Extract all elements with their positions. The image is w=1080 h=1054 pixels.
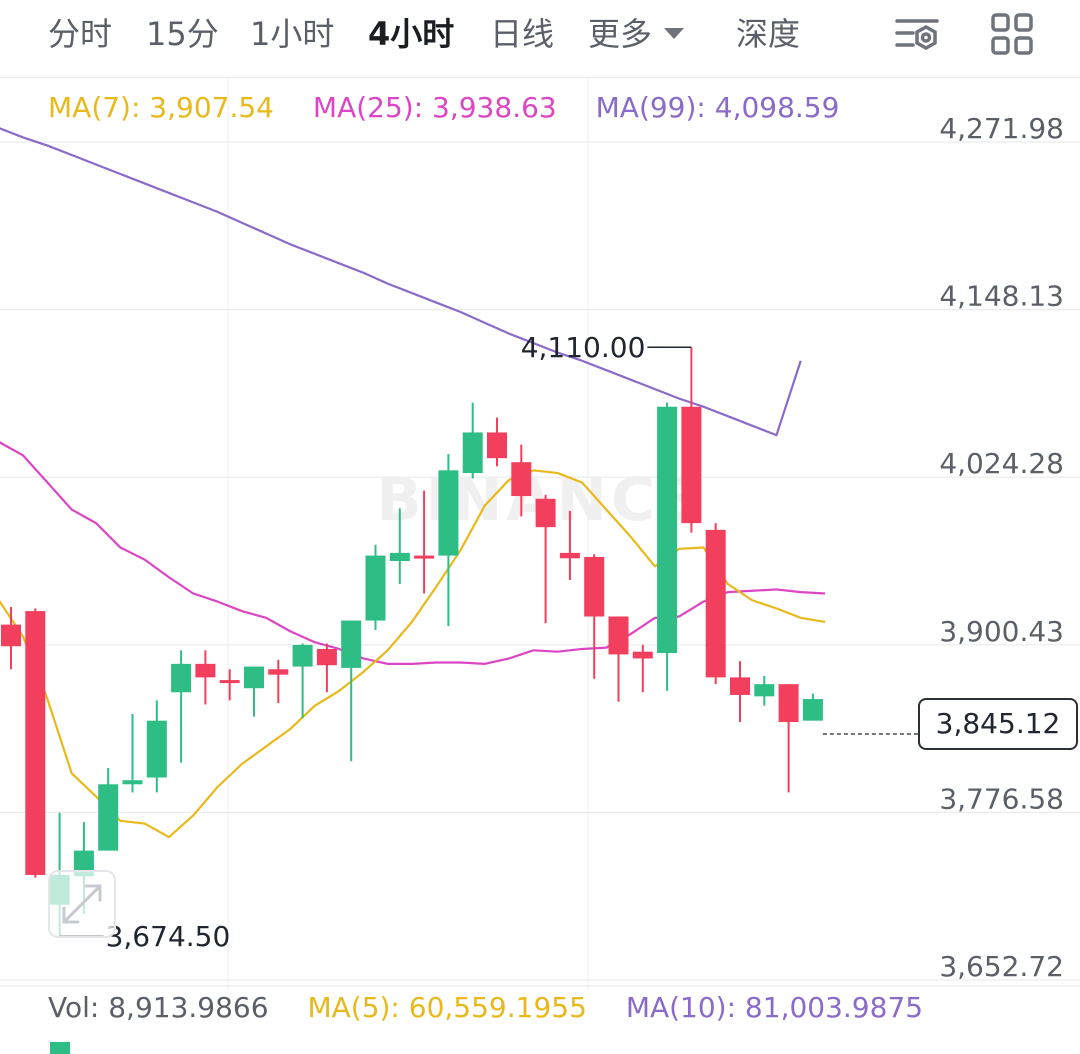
candle-down (535, 498, 556, 528)
tab-daily[interactable]: 日线 (490, 15, 555, 53)
tab-more-dropdown[interactable]: 更多 (588, 12, 685, 56)
candle-up (73, 850, 94, 877)
candle-down (316, 648, 337, 666)
indicator-settings-icon[interactable] (893, 12, 941, 58)
candle-up (657, 406, 678, 654)
candle-up (98, 784, 119, 851)
candle-down (730, 677, 750, 695)
candle-down (681, 406, 702, 524)
high-price-label: 4,110.00 (521, 331, 646, 364)
ma25-legend: MA(25): 3,938.63 (312, 91, 557, 124)
candle-down (487, 432, 507, 459)
ma99-legend: MA(99): 4,098.59 (595, 91, 840, 124)
ma-legend: MA(7): 3,907.54 MA(25): 3,938.63 MA(99):… (48, 88, 869, 128)
candle-down (705, 529, 726, 678)
candle-down (559, 552, 580, 559)
candle-down (778, 684, 799, 723)
ma7-legend: MA(7): 3,907.54 (48, 91, 274, 124)
candle-up (244, 666, 264, 689)
volume-legend: Vol: 8,913.9866 MA(5): 60,559.1955 MA(10… (48, 988, 953, 1028)
layout-grid-icon[interactable] (988, 12, 1036, 58)
volume-bar (50, 1042, 70, 1054)
price-axis-label: 3,900.43 (939, 615, 1064, 648)
candle-down (414, 555, 435, 559)
expand-chart-button[interactable] (48, 870, 116, 938)
candle-up (341, 620, 362, 668)
candle-down (195, 663, 216, 678)
timeframe-tab-bar: 分时 15分 1小时 4小时 日线 更多 深度 (0, 0, 1080, 78)
low-price-label: 3,674.50 (106, 920, 231, 953)
candle-up (438, 470, 459, 556)
candle-down (511, 462, 532, 497)
candle-down (584, 556, 605, 617)
candle-down (608, 616, 629, 655)
candle-up (171, 663, 192, 693)
candle-down (219, 680, 240, 684)
candle-down (25, 611, 46, 875)
volume-value: Vol: 8,913.9866 (48, 991, 269, 1024)
volume-ma5: MA(5): 60,559.1955 (307, 991, 587, 1024)
price-axis-label: 3,776.58 (939, 782, 1064, 815)
tab-depth[interactable]: 深度 (736, 15, 801, 53)
price-axis-label: 4,271.98 (939, 112, 1064, 145)
candle-down (1, 624, 21, 647)
chevron-down-icon (664, 27, 685, 39)
candle-up (146, 720, 167, 778)
volume-ma10: MA(10): 81,003.9875 (625, 991, 924, 1024)
price-axis-label: 4,024.28 (939, 447, 1064, 480)
candle-up (122, 780, 143, 785)
tab-1hour[interactable]: 1小时 (250, 15, 335, 53)
price-axis-label: 3,652.72 (939, 950, 1064, 983)
tab-15min[interactable]: 15分 (146, 15, 219, 53)
ma25-line (0, 441, 826, 665)
candle-up (365, 555, 386, 621)
candle-up (802, 699, 823, 721)
candle-up (292, 644, 313, 667)
tab-timeline[interactable]: 分时 (48, 15, 113, 53)
candle-up (462, 432, 483, 474)
expand-icon (62, 884, 102, 924)
ma99-line (0, 127, 802, 437)
current-price-tag: 3,845.12 (918, 698, 1078, 750)
price-axis-label: 4,148.13 (939, 280, 1064, 313)
candle-down (632, 651, 653, 659)
ma7-line (0, 469, 826, 839)
candle-up (754, 684, 775, 697)
candle-up (389, 552, 410, 562)
candle-down (268, 669, 289, 675)
tab-more-label: 更多 (588, 15, 653, 53)
tab-4hour[interactable]: 4小时 (368, 15, 455, 53)
